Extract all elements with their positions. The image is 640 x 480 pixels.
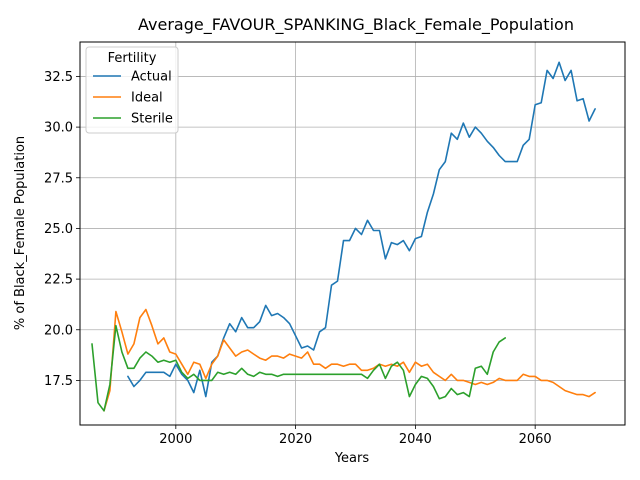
- y-axis-label: % of Black_Female Population: [13, 136, 28, 330]
- y-tick-label: 20.0: [44, 323, 73, 338]
- legend-label-actual: Actual: [131, 70, 172, 85]
- legend-box: [85, 46, 179, 134]
- legend: Fertility Actual Ideal Sterile: [85, 46, 179, 134]
- legend-label-sterile: Sterile: [131, 112, 173, 127]
- x-tick-label: 2060: [519, 432, 552, 447]
- x-axis-label: Years: [334, 451, 370, 466]
- series-line-actual: [127, 61, 596, 398]
- x-tick-label: 2020: [279, 432, 312, 447]
- y-tick-label: 22.5: [44, 273, 73, 288]
- plot-frame: [79, 41, 626, 426]
- y-tick-label: 32.5: [44, 70, 73, 85]
- chart-title: Average_FAVOUR_SPANKING_Black_Female_Pop…: [138, 15, 574, 35]
- y-tick-label: 25.0: [44, 222, 73, 237]
- legend-title: Fertility: [108, 51, 157, 66]
- y-tick-label: 30.0: [44, 121, 73, 136]
- y-tick-label: 27.5: [44, 171, 73, 186]
- x-tick-label: 2000: [159, 432, 192, 447]
- series-line-ideal: [103, 308, 596, 412]
- legend-label-ideal: Ideal: [131, 91, 163, 106]
- series-layer: [91, 61, 596, 412]
- grid: [80, 42, 625, 425]
- x-axis: 2000 2020 2040 2060: [159, 425, 552, 447]
- y-tick-label: 17.5: [44, 374, 73, 389]
- series-line-sterile: [91, 324, 507, 412]
- y-axis: 17.5 20.0 22.5 25.0 27.5 30.0 32.5: [44, 70, 80, 389]
- x-tick-label: 2040: [399, 432, 432, 447]
- legend-entries: Actual Ideal Sterile: [93, 70, 173, 127]
